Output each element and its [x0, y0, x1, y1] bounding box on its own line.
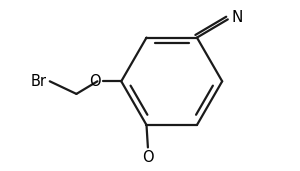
Text: O: O — [89, 74, 101, 89]
Text: Br: Br — [30, 74, 46, 89]
Text: N: N — [231, 10, 243, 25]
Text: O: O — [142, 149, 154, 165]
